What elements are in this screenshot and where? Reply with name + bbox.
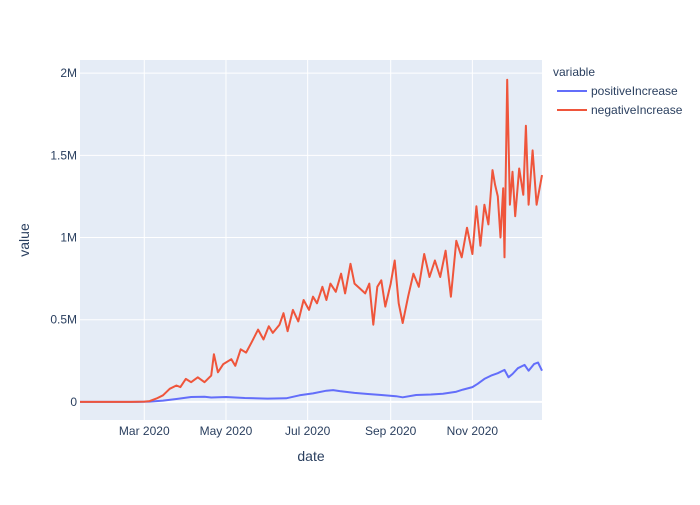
legend-items[interactable]: positiveIncrease negativeIncrease	[557, 84, 683, 117]
x-tick-label: Nov 2020	[447, 424, 499, 438]
series-line-negativeIncrease	[80, 78, 543, 403]
legend-title: variable	[553, 65, 595, 79]
series-lines	[80, 78, 543, 403]
legend-label: positiveIncrease	[591, 84, 678, 98]
y-tick-label: 1M	[60, 231, 77, 245]
grid-lines	[80, 60, 542, 420]
y-tick-label: 2M	[60, 66, 77, 80]
y-tick-label: 1.5M	[50, 148, 77, 162]
x-axis-title: date	[297, 448, 324, 464]
legend-item-positiveIncrease[interactable]: positiveIncrease	[557, 84, 678, 98]
x-tick-label: May 2020	[200, 424, 253, 438]
series-line-positiveIncrease	[80, 361, 543, 403]
y-tick-label: 0	[70, 395, 77, 409]
x-tick-label: Jul 2020	[285, 424, 331, 438]
legend-item-negativeIncrease[interactable]: negativeIncrease	[557, 103, 683, 117]
legend-label: negativeIncrease	[591, 103, 683, 117]
legend[interactable]: variable positiveIncrease negativeIncreas…	[553, 65, 683, 117]
x-tick-label: Sep 2020	[365, 424, 417, 438]
y-axis-ticks: 0 0.5M 1M 1.5M 2M	[50, 66, 77, 409]
y-tick-label: 0.5M	[50, 313, 77, 327]
x-tick-label: Mar 2020	[119, 424, 170, 438]
x-axis-ticks: Mar 2020 May 2020 Jul 2020 Sep 2020 Nov 2020	[119, 424, 498, 438]
y-axis-title: value	[16, 223, 32, 257]
